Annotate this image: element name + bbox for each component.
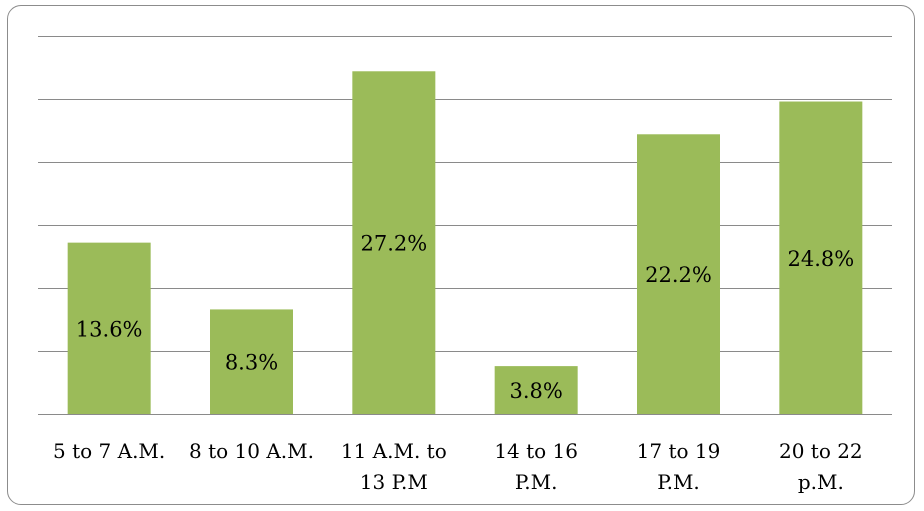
data-label: 3.8% — [509, 379, 562, 403]
x-tick-label-line: 20 to 22 — [779, 439, 863, 463]
x-tick-label: 14 to 16 P.M. — [494, 439, 578, 494]
x-tick-label-line: 5 to 7 A.M. — [53, 439, 165, 463]
x-tick-label: 8 to 10 A.M. — [189, 439, 314, 463]
x-tick-label: 20 to 22 p.M. — [779, 439, 863, 494]
bars — [67, 71, 863, 415]
bar — [352, 71, 436, 414]
x-tick-label-line: 11 A.M. to — [341, 439, 447, 463]
x-tick-label-line: P.M. — [515, 470, 558, 494]
bar — [637, 134, 720, 414]
x-tick-label: 11 A.M. to 13 P.M — [341, 439, 447, 494]
x-tick-label-line: p.M. — [798, 470, 844, 494]
x-tick-label-line: 17 to 19 — [637, 439, 721, 463]
x-tick-label: 17 to 19 P.M. — [637, 439, 721, 494]
x-tick-label-line: P.M. — [657, 470, 700, 494]
data-label: 24.8% — [787, 247, 854, 271]
x-tick-label-line: 8 to 10 A.M. — [189, 439, 314, 463]
data-label: 13.6% — [76, 317, 143, 341]
data-label: 27.2% — [360, 232, 427, 256]
bar — [494, 366, 578, 414]
data-label: 8.3% — [225, 351, 278, 375]
bar — [779, 101, 863, 415]
bar — [67, 242, 151, 414]
bar — [210, 309, 293, 414]
gridlines — [38, 36, 892, 415]
x-tick-label: 5 to 7 A.M. — [53, 439, 165, 463]
data-label: 22.2% — [645, 263, 712, 287]
chart-frame — [7, 5, 915, 505]
x-axis-labels: 5 to 7 A.M. 8 to 10 A.M. 11 A.M. to 13 P.M1… — [53, 439, 863, 494]
x-tick-label-line: 14 to 16 — [494, 439, 578, 463]
data-labels: 13.6% 8.3% 27.2% 3.8% 22.2% 24.8% — [76, 232, 854, 403]
x-tick-label-line: 13 P.M — [360, 470, 428, 494]
